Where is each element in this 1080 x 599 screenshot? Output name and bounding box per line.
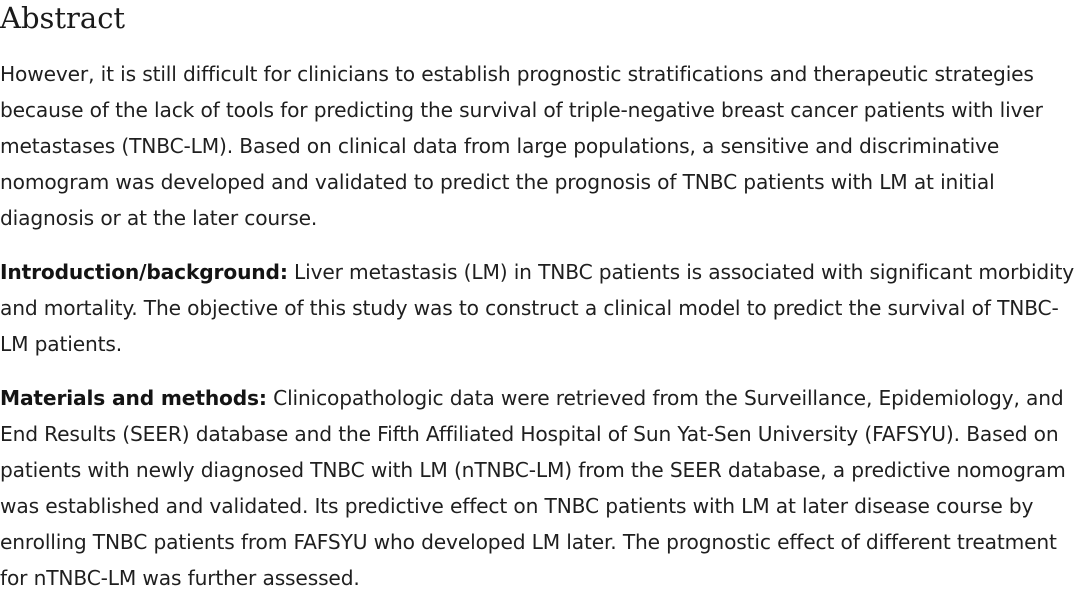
introduction-paragraph: Introduction/background: Liver metastasi…: [0, 254, 1080, 362]
methods-text: Clinicopathologic data were retrieved fr…: [0, 386, 1066, 590]
introduction-label: Introduction/background:: [0, 260, 288, 284]
abstract-heading: Abstract: [0, 1, 126, 35]
methods-label: Materials and methods:: [0, 386, 267, 410]
methods-paragraph: Materials and methods: Clinicopathologic…: [0, 380, 1080, 596]
abstract-intro-paragraph: However, it is still difficult for clini…: [0, 62, 1043, 230]
introduction-text: Liver metastasis (LM) in TNBC patients i…: [0, 260, 1075, 356]
